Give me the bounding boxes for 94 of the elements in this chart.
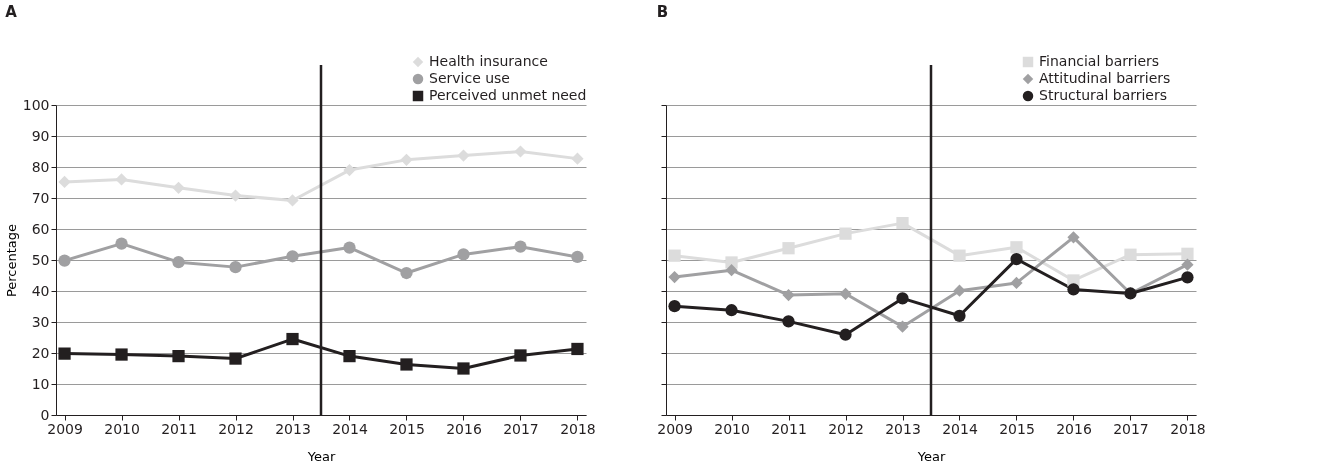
point bbox=[896, 216, 909, 230]
point bbox=[286, 250, 299, 263]
x-tick-label: 2017 bbox=[1113, 420, 1149, 437]
y-tick-label: 30 bbox=[31, 313, 50, 330]
point bbox=[953, 309, 966, 322]
point bbox=[571, 152, 584, 165]
point bbox=[343, 163, 356, 177]
point bbox=[514, 145, 527, 158]
y-axis-title: Percentage bbox=[3, 223, 19, 298]
point bbox=[1124, 248, 1137, 261]
y-tick-label: 40 bbox=[31, 282, 50, 299]
point bbox=[896, 320, 909, 333]
point bbox=[172, 181, 185, 194]
point bbox=[229, 189, 242, 202]
chart-title: B bbox=[656, 3, 669, 21]
x-axis-title: Year bbox=[306, 448, 336, 464]
point bbox=[229, 352, 242, 365]
point bbox=[514, 349, 527, 362]
legend-label: Attitudinal barriers bbox=[1039, 70, 1171, 86]
point bbox=[1010, 241, 1023, 254]
y-tick-label: 90 bbox=[31, 127, 50, 144]
point bbox=[286, 332, 299, 346]
point bbox=[457, 149, 470, 162]
x-tick-label: 2012 bbox=[828, 420, 864, 437]
point bbox=[839, 328, 852, 341]
y-tick-label: 50 bbox=[31, 251, 50, 268]
x-tick-label: 2018 bbox=[560, 420, 596, 437]
point bbox=[343, 349, 356, 363]
y-tick-label: 60 bbox=[31, 220, 50, 237]
x-tick-label: 2015 bbox=[999, 420, 1035, 437]
legend-label: Financial barriers bbox=[1039, 53, 1160, 69]
point bbox=[668, 270, 681, 284]
point bbox=[229, 261, 242, 274]
point bbox=[839, 227, 852, 240]
x-tick-label: 2010 bbox=[104, 420, 140, 437]
y-tick-label: 0 bbox=[40, 406, 50, 423]
point bbox=[782, 315, 795, 328]
point bbox=[172, 349, 185, 363]
x-tick-label: 2014 bbox=[332, 420, 368, 437]
point bbox=[668, 300, 681, 313]
x-tick-label: 2011 bbox=[771, 420, 807, 437]
point bbox=[1067, 231, 1080, 244]
x-tick-label: 2011 bbox=[161, 420, 197, 437]
point bbox=[1067, 283, 1080, 296]
x-tick-label: 2017 bbox=[503, 420, 539, 437]
legend-label: Perceived unmet need bbox=[429, 87, 587, 103]
x-tick-label: 2015 bbox=[389, 420, 425, 437]
point bbox=[115, 237, 128, 250]
x-tick-label: 2009 bbox=[47, 420, 83, 437]
point bbox=[58, 347, 71, 360]
x-tick-label: 2009 bbox=[657, 420, 693, 437]
point bbox=[1010, 276, 1023, 290]
y-tick-label: 70 bbox=[31, 189, 50, 206]
point bbox=[1010, 252, 1023, 266]
point bbox=[400, 358, 413, 371]
legend-label: Service use bbox=[429, 70, 510, 86]
point bbox=[668, 249, 681, 262]
y-tick-label: 100 bbox=[22, 96, 50, 113]
point bbox=[571, 342, 584, 356]
point bbox=[782, 242, 795, 255]
y-tick-label: 10 bbox=[31, 375, 50, 392]
x-tick-label: 2013 bbox=[275, 420, 311, 437]
point bbox=[1181, 258, 1194, 271]
point bbox=[172, 256, 185, 269]
x-tick-label: 2016 bbox=[446, 420, 482, 437]
point bbox=[725, 304, 738, 317]
y-tick-label: 80 bbox=[31, 158, 50, 175]
point bbox=[571, 250, 584, 264]
x-tick-label: 2018 bbox=[1170, 420, 1206, 437]
point bbox=[1181, 247, 1194, 260]
point bbox=[400, 266, 413, 280]
point bbox=[343, 241, 356, 254]
chart-title: A bbox=[5, 3, 18, 21]
point bbox=[953, 249, 966, 262]
point bbox=[725, 264, 738, 277]
point bbox=[286, 194, 299, 207]
point bbox=[58, 254, 71, 267]
y-tick-label: 20 bbox=[31, 344, 50, 361]
x-tick-label: 2016 bbox=[1056, 420, 1092, 437]
point bbox=[782, 288, 795, 302]
x-tick-label: 2012 bbox=[218, 420, 254, 437]
point bbox=[514, 240, 527, 253]
x-tick-label: 2013 bbox=[885, 420, 921, 437]
point bbox=[896, 292, 909, 305]
x-axis-title: Year bbox=[916, 448, 946, 464]
x-tick-label: 2010 bbox=[714, 420, 750, 437]
legend-label: Structural barriers bbox=[1039, 87, 1168, 103]
point bbox=[1181, 271, 1194, 284]
legend-label: Health insurance bbox=[429, 53, 548, 69]
point bbox=[457, 362, 470, 375]
x-tick-label: 2014 bbox=[942, 420, 978, 437]
point bbox=[115, 348, 128, 361]
point bbox=[839, 287, 852, 300]
point bbox=[457, 248, 470, 261]
